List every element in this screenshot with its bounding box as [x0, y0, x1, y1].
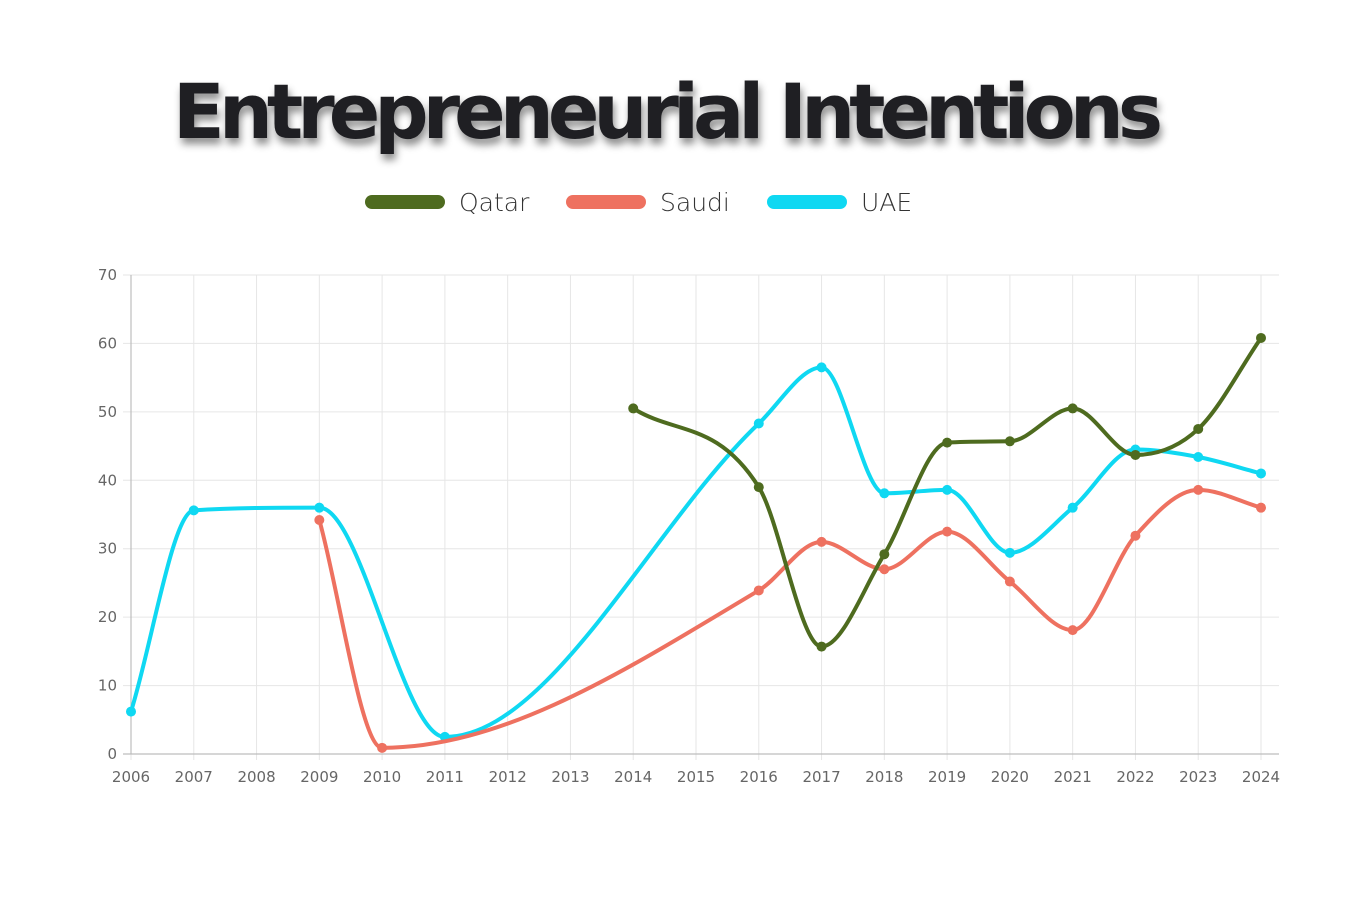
x-tick-label: 2015	[677, 768, 715, 786]
data-point-saudi	[1256, 502, 1266, 513]
y-tick-label: 60	[98, 334, 117, 352]
data-point-uae	[314, 502, 325, 513]
data-point-qatar	[816, 641, 827, 652]
data-point-uae	[879, 488, 890, 499]
data-point-saudi	[377, 742, 388, 753]
data-point-saudi	[1130, 530, 1141, 541]
data-point-saudi	[753, 585, 764, 596]
x-tick-label: 2008	[237, 768, 275, 786]
x-tick-label: 2010	[363, 768, 401, 786]
y-tick-label: 0	[107, 745, 117, 763]
y-tick-label: 50	[98, 403, 117, 421]
chart-title: Entrepreneurial Intentions	[172, 67, 1163, 156]
x-tick-label: 2007	[175, 768, 213, 786]
legend-swatch-saudi	[566, 195, 646, 209]
data-point-saudi	[1067, 625, 1078, 636]
x-tick-label: 2011	[426, 768, 464, 786]
series-line-uae	[129, 365, 1263, 739]
data-point-uae	[1256, 468, 1266, 479]
data-point-saudi	[314, 514, 325, 525]
x-tick-label: 2024	[1242, 768, 1280, 786]
x-tick-label: 2022	[1116, 768, 1154, 786]
x-tick-label: 2016	[740, 768, 778, 786]
legend-item-uae[interactable]: UAE	[767, 180, 912, 224]
data-point-qatar	[1256, 332, 1266, 343]
data-point-uae	[1067, 502, 1078, 513]
x-tick-label: 2018	[865, 768, 903, 786]
x-tick-label: 2014	[614, 768, 652, 786]
data-point-qatar	[1004, 436, 1015, 447]
legend-label-uae: UAE	[861, 187, 913, 217]
data-point-qatar	[1130, 449, 1141, 460]
data-point-uae	[816, 362, 827, 373]
x-tick-label: 2021	[1054, 768, 1092, 786]
legend-label-qatar: Qatar	[459, 187, 530, 217]
y-tick-label: 40	[98, 471, 117, 489]
legend-swatch-qatar	[365, 195, 445, 209]
x-tick-label: 2009	[300, 768, 338, 786]
y-tick-label: 20	[98, 608, 117, 626]
data-point-qatar	[942, 437, 953, 448]
x-tick-label: 2020	[991, 768, 1029, 786]
legend: Qatar Saudi UAE	[0, 180, 1366, 224]
y-tick-label: 10	[98, 677, 117, 695]
data-point-qatar	[879, 549, 890, 560]
x-tick-label: 2012	[489, 768, 527, 786]
data-point-qatar	[1193, 423, 1204, 434]
data-point-qatar	[628, 403, 639, 414]
y-tick-label: 70	[98, 266, 117, 284]
data-point-saudi	[879, 564, 890, 575]
x-tick-label: 2023	[1179, 768, 1217, 786]
y-tick-label: 30	[98, 540, 117, 558]
x-tick-label: 2019	[928, 768, 966, 786]
legend-swatch-uae	[767, 195, 847, 209]
x-tick-label: 2006	[112, 768, 150, 786]
legend-label-saudi: Saudi	[660, 187, 730, 217]
data-point-uae	[126, 706, 136, 717]
data-point-uae	[1193, 452, 1204, 463]
data-point-uae	[753, 418, 764, 429]
data-point-uae	[942, 484, 953, 495]
data-point-qatar	[1067, 403, 1078, 414]
data-point-saudi	[816, 536, 827, 547]
data-point-uae	[1004, 547, 1015, 558]
data-point-saudi	[1193, 484, 1204, 495]
data-point-saudi	[942, 526, 953, 537]
x-tick-label: 2017	[802, 768, 840, 786]
data-point-qatar	[753, 482, 764, 493]
legend-item-qatar[interactable]: Qatar	[365, 180, 529, 224]
series-line-saudi	[317, 487, 1263, 750]
data-point-uae	[188, 505, 199, 516]
legend-item-saudi[interactable]: Saudi	[566, 180, 730, 224]
data-point-saudi	[1004, 576, 1015, 587]
x-tick-label: 2013	[551, 768, 589, 786]
